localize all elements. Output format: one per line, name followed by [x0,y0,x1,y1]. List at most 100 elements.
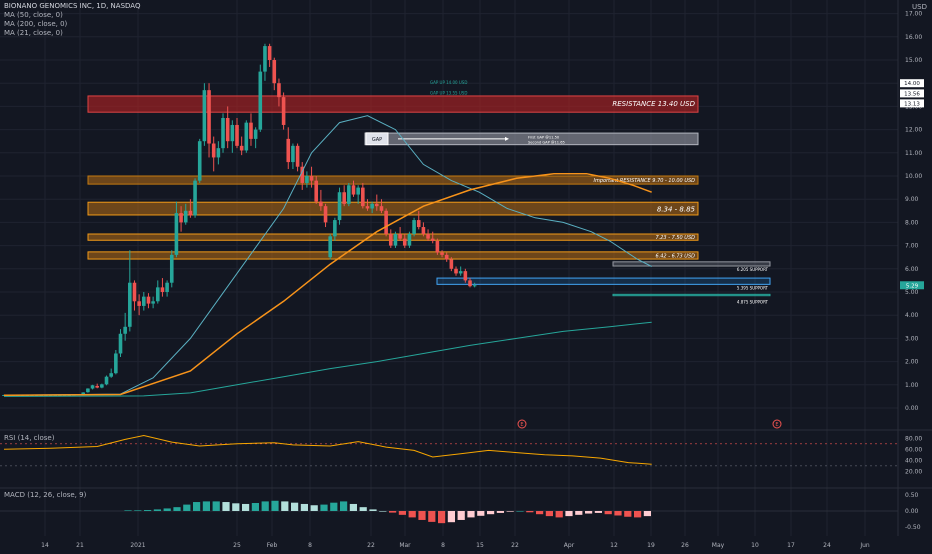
candle-body [328,236,332,258]
price-tick-label: 9.00 [905,196,919,203]
macd-histogram-bar [349,503,357,511]
macd-histogram-bar [516,511,524,512]
macd-histogram-bar [359,507,367,511]
macd-histogram-bar [545,511,553,517]
candle-body [393,234,398,246]
price-tag-label: 5.29 [906,283,919,289]
macd-histogram-bar [212,501,220,511]
candle-body [323,206,328,223]
candle-body [183,210,188,223]
price-tag [900,79,924,88]
macd-tick-label: 0.00 [905,508,919,515]
gap-up-14-label: GAP UP 14.00 USD [430,80,467,85]
candle-body [151,301,155,304]
indicator-ma50-label[interactable]: MA (50, close, 0) [4,11,63,19]
candle-body [309,176,314,181]
price-tick-label: 10.00 [905,173,922,180]
price-tick-label: 12.00 [905,127,922,134]
candle-body [356,187,360,195]
candle-body [109,373,113,377]
candle-body [142,296,146,306]
candle-body [295,145,300,167]
rsi-tick-label: 20.00 [905,468,922,475]
price-tag-label: 14.00 [904,81,920,87]
candle-body [239,145,244,151]
important-resistance-label: Important RESISTANCE 9.70 - 10.00 USD [593,178,695,184]
rsi-label[interactable]: RSI (14, close) [4,434,55,442]
candle-body [193,180,197,216]
rsi-line [3,434,652,465]
candle-body [426,234,430,239]
symbol-title[interactable]: BIONANO GENOMICS INC, 1D, NASDAQ [4,2,141,10]
macd-histogram-bar [271,500,279,511]
candle-body [449,259,454,269]
candle-body [472,285,477,287]
time-tick-label: 22 [511,542,519,549]
macd-histogram-bar [467,511,475,518]
macd-histogram-bar [134,510,142,511]
price-tick-label: 16.00 [905,34,922,41]
price-tick-label: 1.00 [905,382,919,389]
macd-label[interactable]: MACD (12, 26, close, 9) [4,491,87,499]
candle-body [202,90,207,142]
important-resistance-zone [87,175,699,185]
candle-body [379,206,384,211]
macd-histogram-bar [222,502,230,511]
gap-arrow-head [505,136,509,141]
macd-histogram-bar [565,511,573,517]
ma50-line [3,172,652,396]
candle-body [314,180,319,202]
candle-body [463,271,468,281]
price-tick-label: 7.00 [905,243,919,250]
macd-histogram-bar [555,511,563,518]
time-tick-label: Mar [399,542,411,549]
candle-body [440,252,444,255]
candle-body [388,234,393,246]
price-tick-label: 6.00 [905,266,919,273]
candle-body [160,287,165,292]
time-tick-label: Feb [267,542,278,549]
candle-body [337,192,342,221]
candle-body [370,203,374,209]
candle-body [421,227,426,234]
candle-body [197,141,202,181]
price-tag [900,99,924,108]
time-tick-label: 19 [647,542,655,549]
support-620-label: 6.205 SUPPORT [737,267,769,272]
time-tick-label: 24 [823,542,831,549]
macd-histogram-bar [389,511,397,513]
candle-body [128,282,132,327]
macd-histogram-bar [330,502,338,511]
time-tick-label: Apr [564,542,575,549]
indicator-ma21-label[interactable]: MA (21, close, 0) [4,29,63,37]
macd-histogram-bar [340,501,348,511]
indicator-ma200-label[interactable]: MA (200, close, 0) [4,20,68,28]
ma21-line [3,115,652,396]
price-tick-label: 11.00 [905,150,922,157]
candle-body [244,122,249,151]
zone-723-label: 7.23 - 7.50 USD [655,235,695,241]
candle-body [444,254,449,260]
candle-body [132,282,137,302]
candle-body [137,301,141,306]
price-tick-label: 17.00 [905,11,922,18]
time-tick-label: 2021 [130,542,145,549]
price-tick-label: 3.00 [905,335,919,342]
earnings-event-marker [517,419,527,429]
candle-body [86,388,90,393]
macd-histogram-bar [526,511,534,513]
macd-histogram-bar [418,511,426,520]
macd-histogram-bar [310,505,318,511]
macd-tick-label: 0.50 [905,492,919,499]
time-tick-label: May [712,542,725,549]
zone-834-label: 8.34 - 8.85 [657,205,696,213]
candle-body [230,124,235,142]
price-tick-label: 4.00 [905,312,919,319]
gap-first-label: First GAP @11.50 [528,136,560,140]
earnings-event-marker [772,419,782,429]
candle-body [169,254,174,283]
macd-histogram-bar [594,511,602,513]
macd-tick-label: -0.50 [905,524,921,531]
